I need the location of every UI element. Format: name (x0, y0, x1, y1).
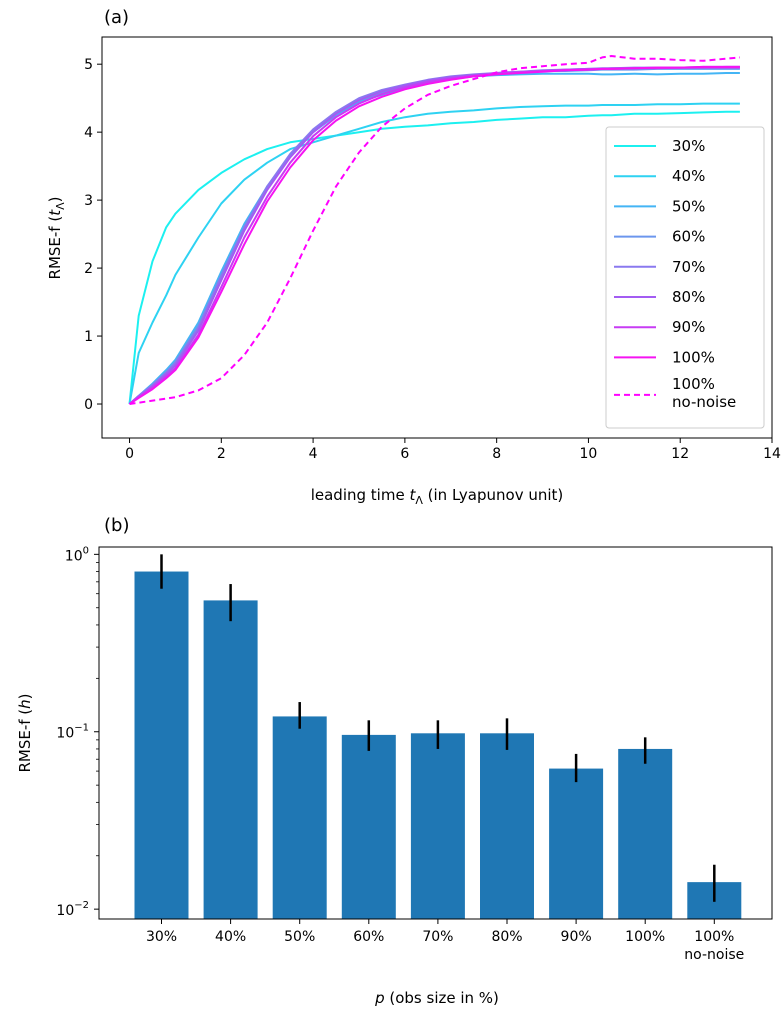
panel-b-axes-frame (98, 546, 773, 920)
panel-a-y-ticks: 0 1 2 3 4 5 (84, 57, 102, 413)
x-tick-label: 6 (400, 446, 409, 462)
x-tick-label: 4 (309, 446, 318, 462)
y-tick-label: 10−2 (56, 900, 89, 919)
y-tick-label: 10−1 (56, 723, 89, 742)
panel-b-x-axis-label: p (obs size in %) (374, 989, 499, 1007)
panel-a-x-axis-label-var: t (409, 486, 416, 504)
panel-a-legend: 30%40%50%60%70%80%90%100%100%no-noise (605, 126, 765, 429)
y-tick-label: 100 (65, 545, 89, 564)
legend-label: 40% (672, 167, 705, 185)
panel-a-x-ticks: 0 2 4 6 8 10 12 14 (125, 438, 781, 462)
y-tick-label: 1 (84, 329, 93, 345)
bar-40pct (203, 600, 258, 919)
legend-label: 50% (672, 197, 705, 215)
panel-b-y-axis-label: RMSE-f (h) (16, 693, 34, 772)
panel-a-x-axis-label: leading time tΛ (in Lyapunov unit) (311, 486, 564, 507)
bar-30pct (134, 571, 189, 919)
x-tick-label: 0 (125, 446, 134, 462)
legend-label-line2: no-noise (672, 393, 736, 411)
x-tick-label: 60% (353, 929, 384, 945)
legend-item-60pct: 60% (614, 228, 705, 246)
panel-b-error-bars (160, 554, 716, 902)
x-tick-label: 14 (763, 446, 781, 462)
legend-item-80pct: 80% (614, 288, 705, 306)
panel-a-x-axis-label-sub: Λ (415, 494, 423, 507)
panel-b-y-axis-label-rest: ) (16, 693, 34, 699)
legend-item-100pct-no-noise: 100%no-noise (614, 375, 736, 411)
legend-item-70pct: 70% (614, 258, 705, 276)
x-tick-label: 100% (694, 929, 734, 945)
panel-a-x-axis-label-rest: (in Lyapunov unit) (423, 486, 563, 504)
panel-b-x-ticks: 30% 40% 50% 60% 70% 80% 90% 100% 100% no-noise (146, 919, 744, 963)
x-tick-label: 50% (284, 929, 315, 945)
panel-a-y-axis-label-var: t (46, 209, 64, 216)
bar-50pct (272, 716, 327, 919)
legend-item-90pct: 90% (614, 318, 705, 336)
legend-item-100pct: 100% (614, 348, 715, 366)
panel-a-y-axis-label-main: RMSE-f ( (46, 216, 64, 280)
y-tick-base: 10 (65, 548, 83, 564)
legend-item-40pct: 40% (614, 167, 705, 185)
x-tick-label: 70% (422, 929, 453, 945)
panel-a-y-axis-label: RMSE-f (tΛ) (46, 197, 67, 280)
legend-label: 100% (672, 375, 715, 393)
panel-b-x-axis-label-var: p (374, 989, 385, 1007)
x-tick-label: 90% (561, 929, 592, 945)
bar-60pct (341, 734, 396, 919)
y-tick-label: 4 (84, 125, 93, 141)
legend-item-30pct: 30% (614, 137, 705, 155)
panel-b-x-axis-label-rest: (obs size in %) (385, 989, 499, 1007)
legend-label: 70% (672, 258, 705, 276)
legend-label: 30% (672, 137, 705, 155)
x-tick-label: 12 (671, 446, 689, 462)
series-line-30pct (128, 110, 740, 405)
bar-70pct (410, 733, 465, 919)
panel-b-bars (134, 571, 742, 919)
panel-a-y-axis-label-sub: Λ (54, 202, 67, 210)
panel-a-label: (a) (104, 7, 129, 28)
panel-b-y-axis-label-var: h (16, 699, 34, 709)
y-tick-base: 10 (56, 903, 74, 919)
legend-label: 90% (672, 318, 705, 336)
x-tick-label: 8 (492, 446, 501, 462)
legend-label: 60% (672, 228, 705, 246)
legend-label: 80% (672, 288, 705, 306)
panel-b-label: (b) (104, 515, 129, 536)
y-tick-base: 10 (56, 726, 74, 742)
y-tick-label: 0 (84, 397, 93, 413)
y-tick-exponent: 0 (83, 545, 89, 556)
y-tick-exponent: −2 (74, 900, 89, 911)
panel-a-y-axis-label-rest: ) (46, 197, 64, 203)
panel-b-bar-chart: 30% 40% 50% 60% 70% 80% 90% 100% 100% no-noise 10… (16, 545, 773, 1007)
x-tick-label: 40% (215, 929, 246, 945)
series-line-100pct-no-noise-dashed (129, 55, 740, 405)
x-tick-label: 10 (580, 446, 598, 462)
bar-90pct (549, 768, 604, 919)
series-line-100pct (128, 65, 740, 405)
panel-b-y-axis-label-main: RMSE-f ( (16, 709, 34, 773)
legend-item-50pct: 50% (614, 197, 705, 215)
x-tick-label-line2: no-noise (684, 947, 744, 963)
x-tick-label: 80% (491, 929, 522, 945)
legend-frame (605, 126, 765, 429)
y-tick-exponent: −1 (74, 723, 89, 734)
panel-a-series-lines (128, 55, 740, 405)
y-tick-label: 5 (84, 57, 93, 73)
panel-a-axes-frame (101, 36, 773, 439)
bar-100pct (618, 748, 673, 919)
panel-a-x-axis-label-main: leading time (311, 486, 410, 504)
x-tick-label: 2 (217, 446, 226, 462)
series-line-40pct (128, 102, 740, 405)
y-tick-label: 3 (84, 193, 93, 209)
y-tick-label: 2 (84, 261, 93, 277)
bar-80pct (480, 733, 534, 919)
legend-label: 100% (672, 348, 715, 366)
x-tick-label: 30% (146, 929, 177, 945)
x-tick-label: 100% (625, 929, 665, 945)
